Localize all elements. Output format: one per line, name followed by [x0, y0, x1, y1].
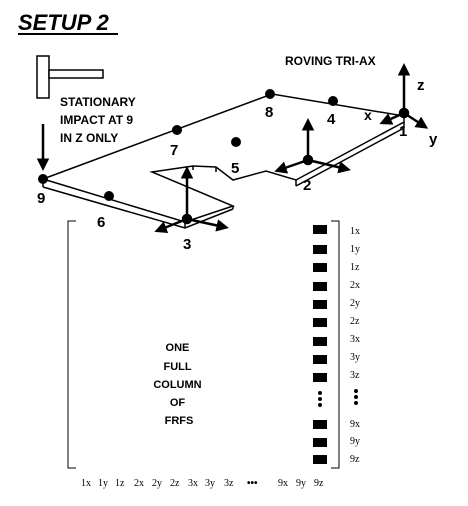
row-label: 9x: [350, 419, 360, 430]
triax-sensor-3: [154, 166, 229, 234]
frf-block: [313, 355, 327, 364]
frf-vertical-ellipsis: [318, 391, 322, 407]
roving-triax-label: ROVING TRI-AX: [285, 54, 376, 68]
col-label: 3z: [224, 478, 234, 489]
row-label: 2x: [350, 280, 360, 291]
col-label: 2x: [134, 478, 144, 489]
hammer-icon: [36, 55, 104, 99]
col-label: 2z: [170, 478, 180, 489]
point-dot-9: [38, 174, 48, 184]
row-label-vertical-ellipsis: [354, 389, 358, 405]
point-dot-7: [172, 125, 182, 135]
row-label: 3y: [350, 352, 360, 363]
col-label: 1y: [98, 478, 108, 489]
frf-block: [313, 300, 327, 309]
matrix-label-line-2: FULL: [164, 361, 192, 373]
col-label: 2y: [152, 478, 162, 489]
column-labels: 1x 1y 1z 2x 2y 2z 3x 3y 3z ••• 9x 9y 9z: [81, 478, 324, 489]
frf-block: [313, 318, 327, 327]
stationary-impact-label: STATIONARY IMPACT AT 9 IN Z ONLY: [60, 95, 139, 145]
matrix-label-line-3: COLUMN: [153, 379, 201, 391]
point-label-7: 7: [170, 142, 178, 159]
row-label: 1z: [350, 262, 360, 273]
stationary-line-1: STATIONARY: [60, 95, 136, 109]
point-label-8: 8: [265, 104, 273, 121]
matrix-label: ONE FULL COLUMN OF FRFS: [153, 342, 204, 427]
point-label-5: 5: [231, 160, 239, 177]
matrix-right-bracket: [331, 220, 340, 469]
row-label: 3x: [350, 334, 360, 345]
measurement-points: [38, 89, 338, 201]
frf-block: [313, 245, 327, 254]
row-labels: 1x 1y 1z 2x 2y 2z 3x 3y 3z 9x 9y 9z: [350, 226, 360, 465]
matrix-left-bracket: [67, 220, 76, 469]
point-label-1: 1: [399, 123, 407, 140]
col-label: 3y: [205, 478, 215, 489]
col-label: 9y: [296, 478, 306, 489]
setup-title: SETUP 2: [18, 10, 110, 35]
row-label: 1x: [350, 226, 360, 237]
row-label: 2y: [350, 298, 360, 309]
frf-block: [313, 455, 327, 464]
point-dot-8: [265, 89, 275, 99]
axis-label-y: y: [429, 131, 438, 148]
frf-block: [313, 373, 327, 382]
row-label: 1y: [350, 244, 360, 255]
stationary-line-2: IMPACT AT 9: [60, 113, 133, 127]
row-label: 2z: [350, 316, 360, 327]
row-label: 9y: [350, 436, 360, 447]
point-label-3: 3: [183, 236, 191, 253]
row-label: 3z: [350, 370, 360, 381]
axis-label-z: z: [417, 77, 425, 94]
frf-block: [313, 420, 327, 429]
axis-label-x: x: [364, 107, 372, 123]
point-dot-6: [104, 191, 114, 201]
frf-block: [313, 263, 327, 272]
triax-sensor-1: [379, 63, 429, 129]
matrix-label-line-1: ONE: [166, 342, 190, 354]
col-label: 9x: [278, 478, 288, 489]
triax-sensor-2: [274, 118, 351, 174]
stationary-line-3: IN Z ONLY: [60, 131, 118, 145]
point-label-9: 9: [37, 190, 45, 207]
point-label-6: 6: [97, 214, 105, 231]
matrix-label-line-4: OF: [170, 397, 186, 409]
point-dot-5: [231, 137, 241, 147]
frf-block: [313, 282, 327, 291]
col-label-ellipsis: •••: [247, 478, 258, 489]
matrix-label-line-5: FRFS: [165, 415, 194, 427]
col-label: 1x: [81, 478, 91, 489]
point-dot-4: [328, 96, 338, 106]
row-label: 9z: [350, 454, 360, 465]
frf-block: [313, 438, 327, 447]
point-label-2: 2: [303, 177, 311, 194]
col-label: 1z: [115, 478, 125, 489]
point-label-4: 4: [327, 111, 336, 128]
frf-column: [313, 225, 327, 464]
frf-block: [313, 225, 327, 234]
col-label: 9z: [314, 478, 324, 489]
frf-block: [313, 337, 327, 346]
col-label: 3x: [188, 478, 198, 489]
